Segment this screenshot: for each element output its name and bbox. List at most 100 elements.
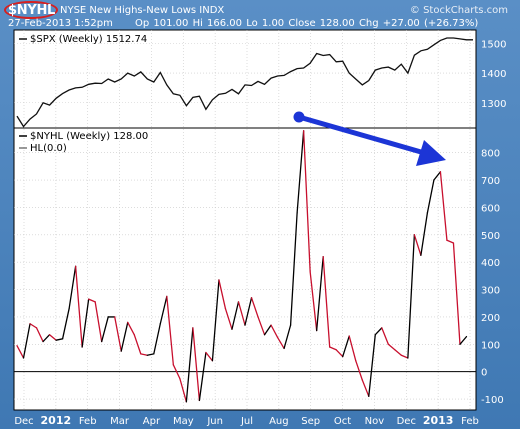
x-tick-label: May [173, 416, 194, 427]
nyhl-series-segment [153, 323, 161, 355]
nyhl-series-segment [361, 379, 370, 397]
nyhl-series-segment [55, 338, 64, 341]
nyhl-series-segment [439, 171, 448, 241]
nyhl-series-segment [263, 324, 272, 336]
nyhl-series-segment [283, 324, 292, 350]
nyhl-series-segment [355, 360, 363, 381]
nyhl-series-segment [309, 271, 318, 332]
x-tick-label: Sep [301, 416, 320, 427]
y-tick-label: 100 [481, 340, 500, 351]
nyhl-series-segment [237, 301, 246, 326]
nyhl-series-segment [426, 179, 435, 214]
nyhl-series-segment [146, 353, 155, 356]
nyhl-series-segment [452, 242, 461, 345]
x-tick-label: Nov [365, 416, 385, 427]
chart-date: 27-Feb-2013 1:52pm [8, 18, 113, 29]
nyhl-series-segment [42, 334, 51, 343]
nyhl-series-segment [185, 327, 194, 403]
legend-label: $NYHL (Weekly) 128.00 [30, 131, 148, 142]
x-tick-label: Mar [110, 416, 130, 427]
x-tick-label: Feb [79, 416, 97, 427]
nyhl-series-segment [172, 364, 181, 380]
nyhl-series-segment [198, 351, 207, 402]
nyhl-series-segment [35, 327, 44, 343]
y-tick-label: 200 [481, 313, 500, 324]
x-tick-label: Apr [143, 416, 161, 427]
nyhl-series-segment [16, 345, 25, 359]
nyhl-series-segment [276, 336, 285, 350]
y-tick-label: 600 [481, 203, 500, 214]
symbol-highlight-circle [4, 1, 58, 19]
nyhl-series-segment [159, 295, 168, 325]
y-tick-label: -100 [481, 395, 504, 406]
nyhl-series-segment [250, 297, 259, 318]
x-tick-label: Jul [240, 416, 253, 427]
nyhl-series-segment [22, 323, 31, 359]
annotation-arrow-line [296, 114, 431, 157]
nyhl-series-segment [296, 130, 305, 214]
nyhl-series-segment [420, 212, 429, 256]
nyhl-series-segment [211, 279, 220, 362]
nyhl-series-segment [400, 354, 409, 359]
chart-index-name: NYSE New Highs-New Lows INDX [60, 5, 225, 16]
nyhl-series-segment [387, 343, 396, 351]
nyhl-series-segment [459, 335, 468, 345]
nyhl-series-segment [120, 321, 129, 352]
y-tick-label: 300 [481, 286, 500, 297]
plot-area [13, 29, 477, 411]
nyhl-series-segment [88, 298, 96, 303]
nyhl-series-segment [394, 349, 402, 356]
nyhl-series-segment [166, 295, 174, 366]
x-tick-label: 2013 [423, 414, 454, 427]
nyhl-series-segment [316, 256, 324, 332]
x-tick-label: 2012 [41, 414, 72, 427]
nyhl-series-segment [114, 316, 122, 352]
nyhl-series-segment [127, 321, 135, 336]
nyhl-series-segment [329, 346, 337, 351]
nyhl-series-segment [407, 234, 416, 359]
nyhl-series-segment [322, 256, 331, 348]
nyhl-series-segment [61, 308, 70, 340]
x-tick-label: Feb [461, 416, 479, 427]
nyhl-series-segment [231, 301, 240, 330]
nyhl-series-segment [74, 265, 83, 348]
legend-label: $SPX (Weekly) 1512.74 [30, 34, 147, 45]
brand-label: © StockCharts.com [409, 5, 508, 16]
y-tick-label: 500 [481, 231, 500, 242]
x-tick-label: Oct [334, 416, 351, 427]
y-tick-label: 0 [481, 368, 487, 379]
y-tick-label: 700 [481, 176, 500, 187]
annotation-arrow-head [416, 140, 446, 166]
x-tick-label: Aug [269, 416, 289, 427]
nyhl-series-segment [140, 353, 148, 356]
nyhl-series-segment [68, 265, 77, 310]
y-tick-label: 1500 [481, 39, 506, 50]
nyhl-series-segment [446, 239, 455, 244]
nyhl-series-segment [101, 316, 109, 343]
nyhl-series-segment [289, 212, 298, 326]
nyhl-series-segment [224, 308, 233, 330]
chart-symbol: $NYHL [8, 3, 56, 18]
nyhl-series-segment [433, 171, 442, 181]
y-tick-label: 1400 [481, 69, 506, 80]
nyhl-series-segment [374, 327, 383, 336]
nyhl-series-segment [413, 234, 422, 256]
nyhl-series-segment [94, 301, 103, 343]
nyhl-series-segment [179, 377, 188, 403]
y-tick-label: 800 [481, 149, 500, 160]
x-tick-label: Dec [397, 416, 416, 427]
nyhl-series-segment [270, 324, 279, 339]
nyhl-series-segment [342, 335, 350, 358]
nyhl-series-segment [348, 335, 357, 362]
nyhl-series-segment [368, 334, 376, 397]
nyhl-series-segment [218, 279, 227, 310]
nyhl-series-segment [381, 327, 389, 345]
x-tick-label: Dec [14, 416, 33, 427]
nyhl-series-segment [29, 323, 38, 329]
y-tick-label: 1300 [481, 99, 506, 110]
nyhl-series-segment [257, 316, 266, 336]
nyhl-series-segment [244, 297, 253, 326]
nyhl-series-segment [302, 130, 311, 273]
